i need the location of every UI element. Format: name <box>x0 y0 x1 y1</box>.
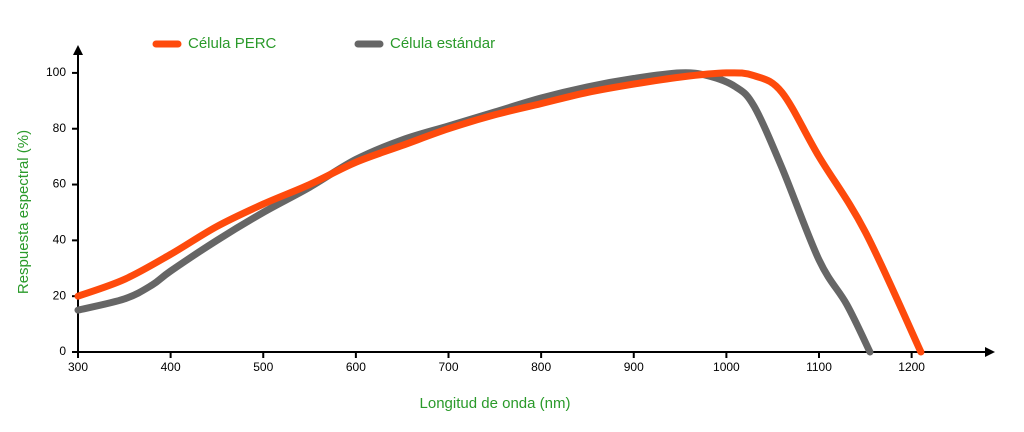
x-tick-label: 900 <box>624 360 644 374</box>
y-tick-label: 80 <box>53 121 67 135</box>
x-tick-label: 500 <box>253 360 273 374</box>
x-tick-label: 400 <box>161 360 181 374</box>
x-tick-label: 1200 <box>898 360 925 374</box>
x-tick-label: 600 <box>346 360 366 374</box>
legend-label: Célula estándar <box>390 35 495 52</box>
x-tick-label: 300 <box>68 360 88 374</box>
y-tick-label: 40 <box>53 233 67 247</box>
y-axis-label: Respuesta espectral (%) <box>15 130 32 294</box>
y-tick-label: 60 <box>53 177 67 191</box>
series-line <box>74 69 925 356</box>
x-axis-arrow <box>985 347 995 357</box>
y-tick-label: 100 <box>46 65 66 79</box>
x-axis-label: Longitud de onda (nm) <box>420 395 571 412</box>
x-tick-label: 1100 <box>806 360 832 374</box>
y-axis-arrow <box>73 45 83 55</box>
series-line <box>74 69 874 356</box>
y-tick-label: 20 <box>53 288 67 302</box>
legend-label: Célula PERC <box>188 35 277 52</box>
x-tick-label: 1000 <box>713 360 740 374</box>
x-tick-label: 700 <box>438 360 458 374</box>
x-tick-label: 800 <box>531 360 551 374</box>
y-tick-label: 0 <box>59 344 66 358</box>
